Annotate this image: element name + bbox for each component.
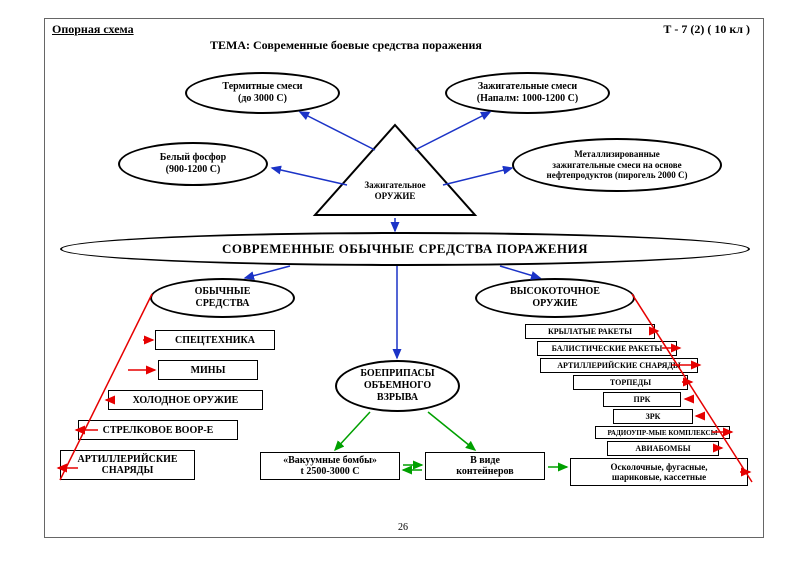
rect-vacuum: «Вакуумные бомбы»t 2500-3000 С — [260, 452, 400, 480]
ellipse-phosphor: Белый фосфор(900-1200 С) — [118, 142, 268, 186]
rect-cold: ХОЛОДНОЕ ОРУЖИЕ — [108, 390, 263, 410]
ellipse-metallic: Металлизированныезажигательные смеси на … — [512, 138, 722, 192]
header-right: Т - 7 (2) ( 10 кл ) — [663, 22, 750, 37]
main-title-text: СОВРЕМЕННЫЕ ОБЫЧНЫЕ СРЕДСТВА ПОРАЖЕНИЯ — [222, 241, 588, 257]
rect-art-shell: АРТИЛЛЕРИЙСКИЕ СНАРЯДЫ — [540, 358, 698, 373]
ellipse-precision: ВЫСОКОТОЧНОЕОРУЖИЕ — [475, 278, 635, 318]
rect-artillery: АРТИЛЛЕРИЙСКИЕСНАРЯДЫ — [60, 450, 195, 480]
rect-prk: ПРК — [603, 392, 681, 407]
ellipse-termite: Термитные смеси(до 3000 С) — [185, 72, 340, 114]
triangle-label-top: Зажигательное — [364, 180, 425, 190]
triangle-incendiary — [310, 120, 480, 220]
page-number: 26 — [398, 522, 408, 533]
ellipse-metallic-text: Металлизированныезажигательные смеси на … — [541, 149, 694, 181]
rect-zrk: ЗРК — [613, 409, 693, 424]
ellipse-incendiary-text: Зажигательные смеси(Напалм: 1000-1200 С) — [471, 81, 584, 105]
ellipse-volumetric: БОЕПРИПАСЫОБЪЕМНОГОВЗРЫВА — [335, 360, 460, 412]
main-title-ellipse: СОВРЕМЕННЫЕ ОБЫЧНЫЕ СРЕДСТВА ПОРАЖЕНИЯ — [60, 232, 750, 266]
page-theme: ТЕМА: Современные боевые средства пораже… — [210, 38, 482, 53]
rect-spectech: СПЕЦТЕХНИКА — [155, 330, 275, 350]
triangle-label-bottom: ОРУЖИЕ — [375, 191, 416, 201]
rect-small-arms: СТРЕЛКОВОЕ ВООР-Е — [78, 420, 238, 440]
rect-container: В видеконтейнеров — [425, 452, 545, 480]
header-left: Опорная схема — [52, 22, 134, 37]
ellipse-phosphor-text: Белый фосфор(900-1200 С) — [154, 152, 232, 176]
rect-aviabomb: АВИАБОМБЫ — [607, 441, 719, 456]
rect-ballistic: БАЛИСТИЧЕСКИЕ РАКЕТЫ — [537, 341, 677, 356]
ellipse-precision-text: ВЫСОКОТОЧНОЕОРУЖИЕ — [504, 286, 606, 310]
rect-mines: МИНЫ — [158, 360, 258, 380]
rect-radio: РАДИОУПР-МЫЕ КОМПЛЕКСЫ — [595, 426, 730, 439]
rect-cruise: КРЫЛАТЫЕ РАКЕТЫ — [525, 324, 655, 339]
rect-frag: Осколочные, фугасные,шариковые, кассетны… — [570, 458, 748, 486]
triangle-label: Зажигательное ОРУЖИЕ — [355, 180, 435, 202]
rect-torpedo: ТОРПЕДЫ — [573, 375, 688, 390]
ellipse-ordinary-text: ОБЫЧНЫЕСРЕДСТВА — [189, 286, 257, 310]
ellipse-incendiary: Зажигательные смеси(Напалм: 1000-1200 С) — [445, 72, 610, 114]
ellipse-volumetric-text: БОЕПРИПАСЫОБЪЕМНОГОВЗРЫВА — [354, 368, 440, 404]
ellipse-ordinary: ОБЫЧНЫЕСРЕДСТВА — [150, 278, 295, 318]
ellipse-termite-text: Термитные смеси(до 3000 С) — [216, 81, 308, 105]
